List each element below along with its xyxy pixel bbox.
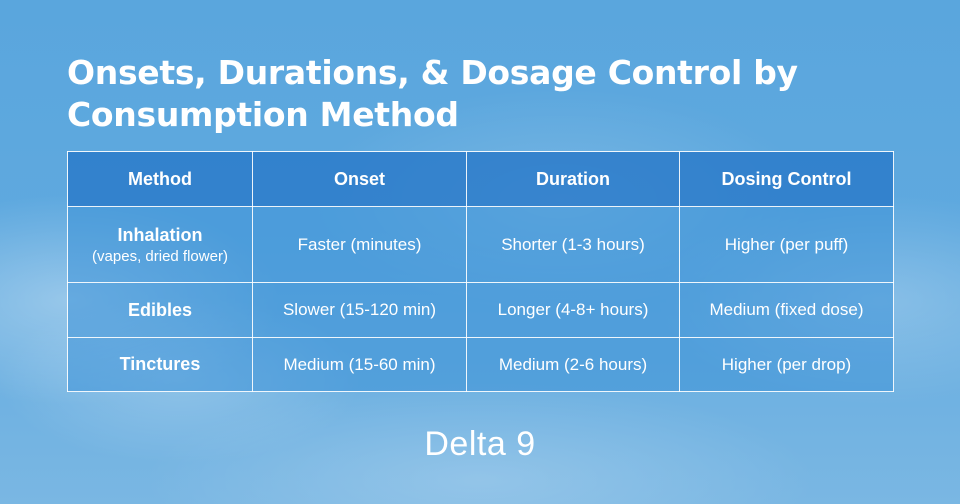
page-title: Onsets, Durations, & Dosage Control by C… (67, 53, 798, 134)
cell-method: Inhalation (vapes, dried flower) (67, 206, 253, 283)
table-row: Edibles Slower (15-120 min) Longer (4-8+… (67, 282, 894, 338)
cell-onset: Slower (15-120 min) (252, 282, 467, 338)
header-method: Method (67, 151, 253, 207)
cell-method: Edibles (67, 282, 253, 338)
cell-onset: Faster (minutes) (252, 206, 467, 283)
method-label: Inhalation (117, 224, 203, 245)
header-onset: Onset (252, 151, 467, 207)
method-note: (vapes, dried flower) (92, 247, 228, 265)
comparison-table: Method Onset Duration Dosing Control Inh… (67, 151, 894, 392)
header-dosing-control: Dosing Control (679, 151, 894, 207)
header-duration: Duration (466, 151, 680, 207)
cell-dosing: Medium (fixed dose) (679, 282, 894, 338)
cell-method: Tinctures (67, 337, 253, 392)
cell-duration: Longer (4-8+ hours) (466, 282, 680, 338)
table-header-row: Method Onset Duration Dosing Control (67, 151, 894, 207)
cell-dosing: Higher (per puff) (679, 206, 894, 283)
cell-dosing: Higher (per drop) (679, 337, 894, 392)
cell-onset: Medium (15-60 min) (252, 337, 467, 392)
table-row: Inhalation (vapes, dried flower) Faster … (67, 206, 894, 283)
cell-duration: Shorter (1-3 hours) (466, 206, 680, 283)
brand-logo: Delta 9 (424, 425, 536, 463)
table-row: Tinctures Medium (15-60 min) Medium (2-6… (67, 337, 894, 392)
cell-duration: Medium (2-6 hours) (466, 337, 680, 392)
